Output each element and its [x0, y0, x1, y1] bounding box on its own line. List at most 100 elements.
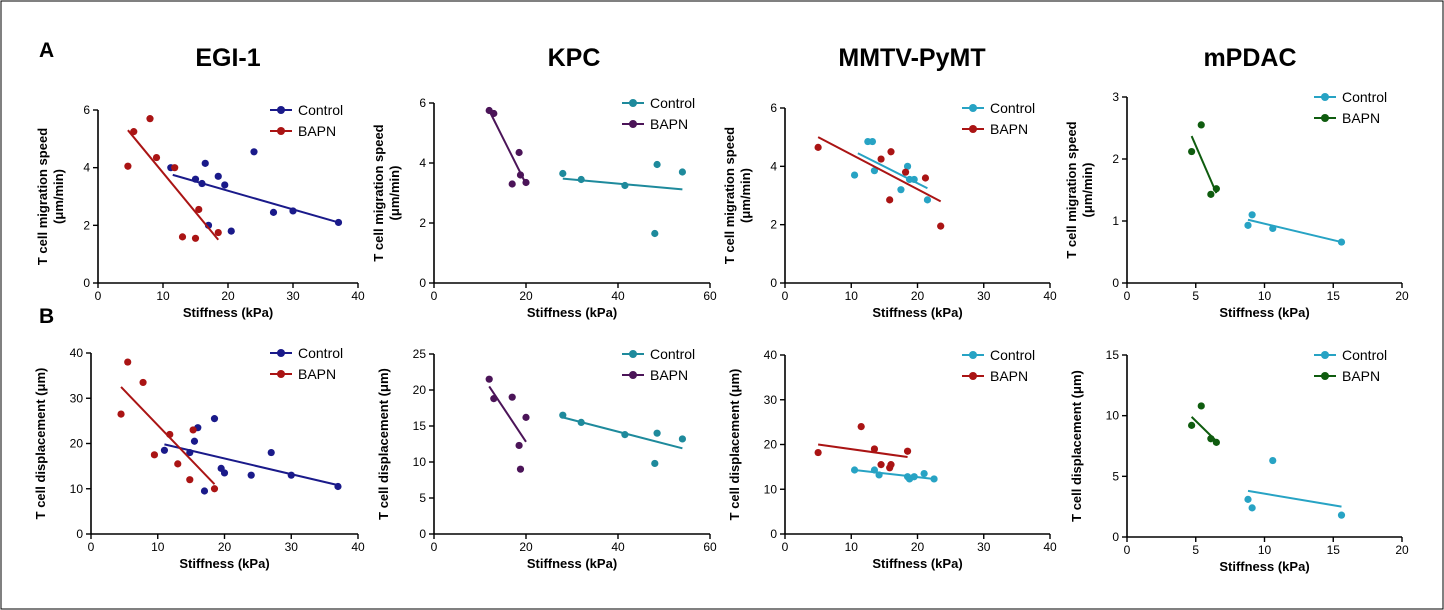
data-point-bapn: [515, 148, 523, 157]
chart-0: 0 10 20 30 40 0 2 4 6 Stiffness (kPa) T cell migra…: [35, 102, 365, 320]
chart-5: 0 20 40 60 0 5 10 15 20 25 Stiffness (kPa) T cell d…: [376, 346, 717, 571]
data-point-bapn: [921, 174, 930, 182]
y-tick-label: 0: [76, 527, 83, 541]
y-tick-label: 6: [419, 96, 426, 110]
data-point-control: [850, 466, 859, 474]
legend-label: Control: [1342, 347, 1387, 363]
data-point-control: [1248, 504, 1256, 512]
x-axis-label: Stiffness (kPa): [183, 305, 273, 320]
legend-label: BAPN: [990, 368, 1028, 384]
chart-4: 0 10 20 30 40 0 10 20 30 40 Stiffness (kPa) T cell …: [33, 345, 365, 571]
legend-swatch-marker: [277, 370, 285, 378]
fit-line-control: [1247, 489, 1342, 508]
y-tick-label: 10: [764, 482, 778, 496]
chart-7: 0 5 10 15 20 0 5 10 15 Stiffness (kPa) T cell disp…: [1069, 347, 1409, 574]
legend-label: Control: [650, 95, 695, 111]
legend-label: BAPN: [1342, 368, 1380, 384]
x-tick-label: 5: [1192, 543, 1199, 557]
legend-label: Control: [990, 100, 1035, 116]
x-axis-label: Stiffness (kPa): [527, 556, 617, 571]
data-point-bapn: [191, 234, 200, 242]
legend-swatch-marker: [1321, 372, 1329, 380]
x-tick-label: 40: [351, 289, 365, 303]
x-tick-label: 20: [911, 289, 925, 303]
data-point-bapn: [490, 109, 498, 118]
y-tick-label: 10: [70, 482, 84, 496]
x-tick-label: 0: [782, 289, 789, 303]
x-tick-label: 10: [1258, 289, 1272, 303]
x-tick-label: 20: [221, 289, 235, 303]
y-tick-label: 2: [419, 216, 426, 230]
data-point-bapn: [1188, 147, 1196, 156]
data-point-control: [850, 171, 859, 179]
data-point-control: [334, 482, 342, 491]
y-axis-label: T cell displacement (μm): [376, 368, 391, 520]
fit-line-bapn: [1190, 135, 1218, 194]
data-point-control: [289, 207, 297, 215]
data-point-control: [903, 162, 912, 170]
legend-swatch-marker: [629, 371, 637, 379]
data-point-control: [651, 459, 659, 468]
y-tick-label: 10: [1106, 409, 1120, 423]
data-point-control: [910, 175, 918, 184]
data-point-bapn: [210, 485, 219, 493]
x-tick-label: 20: [519, 540, 533, 554]
x-tick-label: 60: [703, 289, 717, 303]
data-point-control: [870, 167, 879, 175]
x-tick-label: 40: [1043, 540, 1057, 554]
fit-line-control: [164, 443, 339, 487]
y-axis-label-unit: (μm/min): [51, 169, 66, 224]
data-point-control: [1248, 211, 1256, 219]
data-point-control: [267, 448, 275, 457]
data-point-control: [1269, 456, 1277, 465]
data-point-bapn: [166, 430, 174, 439]
data-point-bapn: [139, 378, 147, 387]
data-point-control: [160, 446, 169, 454]
data-point-bapn: [117, 410, 125, 418]
data-point-bapn: [150, 451, 159, 459]
data-point-bapn: [171, 164, 179, 172]
y-tick-label: 0: [1112, 530, 1119, 544]
data-point-control: [678, 435, 687, 443]
legend-swatch-marker: [629, 350, 637, 358]
column-title-kpc: KPC: [547, 44, 601, 72]
x-tick-label: 20: [911, 540, 925, 554]
data-point-control: [920, 469, 928, 478]
data-point-bapn: [490, 395, 498, 403]
legend-label: BAPN: [650, 367, 688, 383]
data-point-control: [220, 469, 229, 477]
y-tick-label: 0: [770, 276, 777, 290]
y-tick-label: 0: [419, 527, 426, 541]
data-point-control: [186, 448, 194, 457]
data-point-control: [227, 227, 235, 235]
y-tick-label: 30: [70, 391, 84, 405]
y-axis-label: T cell displacement (μm): [33, 368, 48, 520]
chart-2: 0 10 20 30 40 0 2 4 6 Stiffness (kPa) T cell migra…: [722, 100, 1057, 320]
y-tick-label: 4: [83, 161, 90, 175]
y-tick-label: 3: [1112, 90, 1119, 104]
fit-line-bapn: [817, 136, 942, 203]
legend-swatch-marker: [969, 351, 977, 359]
y-axis-label: T cell displacement (μm): [727, 369, 742, 521]
y-tick-label: 2: [1112, 152, 1119, 166]
data-point-bapn: [877, 155, 885, 163]
y-tick-label: 20: [764, 438, 778, 452]
legend-label: Control: [1342, 89, 1387, 105]
chart-3: 0 5 10 15 20 0 1 2 3 Stiffness (kPa) T cell migrat…: [1064, 89, 1409, 320]
data-point-control: [250, 148, 258, 156]
y-axis-label: T cell migration speed(μm/min): [722, 127, 753, 264]
x-tick-label: 10: [845, 289, 859, 303]
data-point-control: [210, 415, 219, 423]
x-tick-label: 20: [218, 540, 232, 554]
data-point-control: [868, 137, 877, 146]
y-tick-label: 6: [770, 101, 777, 115]
x-tick-label: 30: [977, 289, 991, 303]
x-tick-label: 20: [1395, 289, 1409, 303]
x-axis-label: Stiffness (kPa): [1219, 305, 1309, 320]
y-tick-label: 25: [413, 347, 427, 361]
fit-line-bapn: [817, 443, 908, 459]
data-point-bapn: [887, 148, 895, 156]
y-tick-label: 15: [413, 419, 427, 433]
